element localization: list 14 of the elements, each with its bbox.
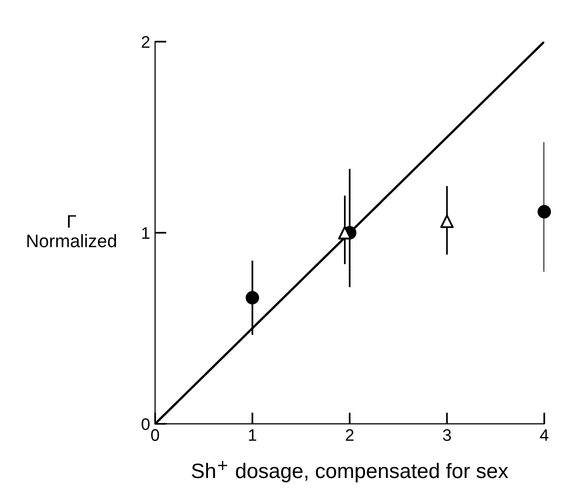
x-axis-title: Sh$^{+}$ dosage, compensated for sex [192, 460, 508, 482]
point [538, 205, 551, 218]
point [440, 214, 454, 228]
x-tick-label: 3 [442, 429, 451, 441]
y-tick-label: 2 [142, 36, 150, 48]
x-tick-label: 1 [249, 429, 256, 441]
point [246, 291, 260, 304]
y-tick-label: 0 [142, 418, 150, 430]
x-tick-label: 0 [151, 429, 160, 441]
y-axis-title: Γ Normalized [27, 215, 116, 248]
point [338, 226, 352, 240]
x-tick-label: 2 [346, 429, 354, 441]
y-tick-label: 1 [142, 227, 150, 239]
x-tick-label: 4 [540, 429, 548, 441]
